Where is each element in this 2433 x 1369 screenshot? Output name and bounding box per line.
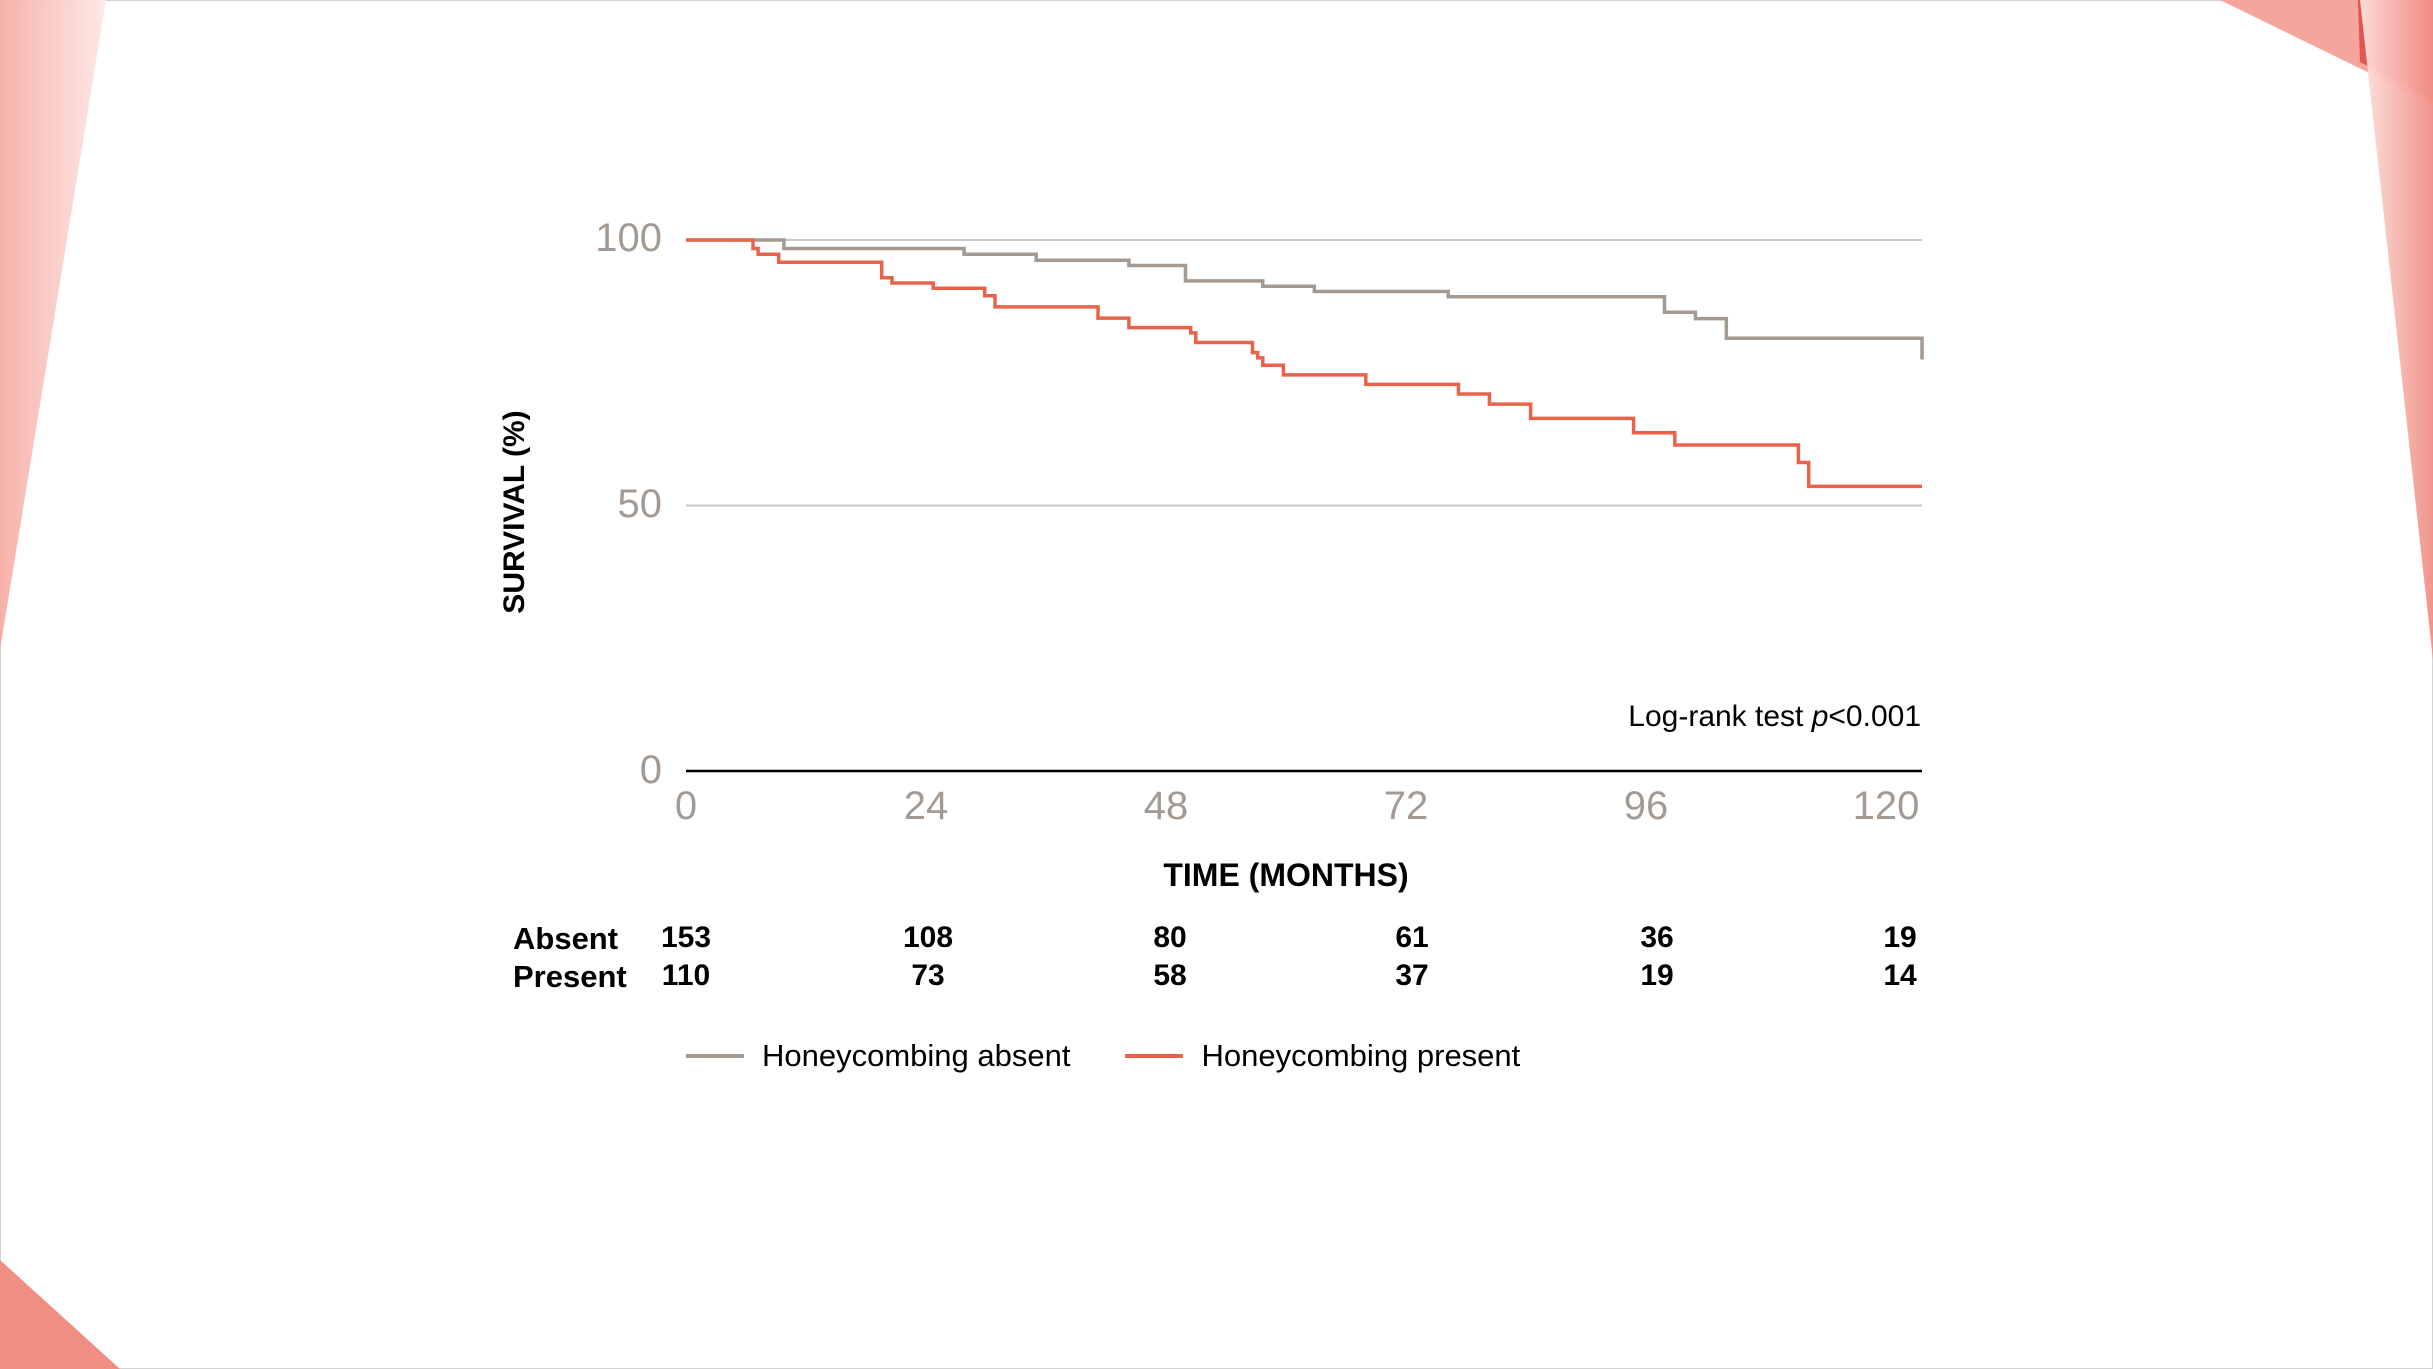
- risk-absent-96: 36: [1640, 921, 1674, 954]
- annotation-suffix: <0.001: [1828, 700, 1921, 733]
- x-tick-24: 24: [903, 784, 949, 828]
- x-tick-96: 96: [1623, 784, 1669, 828]
- risk-present-24: 73: [911, 959, 945, 992]
- series-line-honeycombing-present: [686, 238, 1922, 489]
- legend-label-absent: Honeycombing absent: [762, 1038, 1071, 1073]
- risk-present-72: 37: [1395, 959, 1429, 992]
- risk-present-48: 58: [1153, 959, 1187, 992]
- risk-absent-120: 19: [1883, 921, 1917, 954]
- legend-swatch-absent: [686, 1054, 744, 1058]
- risk-present-96: 19: [1640, 959, 1674, 992]
- deco-bottom-left-triangle: [0, 1260, 120, 1369]
- y-tick-0: 0: [639, 748, 662, 792]
- legend-item-present: Honeycombing present: [1125, 1038, 1520, 1074]
- legend: Honeycombing absent Honeycombing present: [686, 1034, 1575, 1078]
- risk-present-120: 14: [1883, 959, 1917, 992]
- risk-present-0: 110: [661, 959, 711, 992]
- risk-row-label-absent: Absent: [513, 921, 619, 956]
- deco-left-triangle: [0, 0, 106, 650]
- risk-absent-24: 108: [902, 921, 954, 954]
- y-axis-label-text: SURVIVAL (%): [498, 410, 531, 614]
- legend-label-present: Honeycombing present: [1201, 1038, 1521, 1073]
- y-tick-50: 50: [617, 482, 663, 526]
- legend-swatch-present: [1125, 1054, 1184, 1058]
- deco-right-strip: [2360, 0, 2433, 660]
- y-tick-100: 100: [595, 216, 662, 260]
- legend-item-absent: Honeycombing absent: [686, 1038, 1070, 1074]
- annotation-prefix: Log-rank test: [1628, 700, 1812, 733]
- x-tick-72: 72: [1383, 784, 1429, 828]
- risk-absent-72: 61: [1395, 921, 1429, 954]
- annotation-p: p: [1811, 700, 1829, 733]
- risk-absent-0: 153: [660, 921, 712, 954]
- log-rank-annotation: Log-rank test p<0.001: [1628, 700, 1921, 734]
- series-line-honeycombing-absent: [686, 238, 1924, 360]
- x-tick-120: 120: [1852, 784, 1920, 828]
- x-tick-0: 0: [674, 784, 698, 828]
- x-axis-label: TIME (MONTHS): [1163, 857, 1409, 893]
- x-tick-48: 48: [1143, 784, 1189, 828]
- risk-absent-48: 80: [1153, 921, 1187, 954]
- risk-row-label-present: Present: [513, 959, 627, 994]
